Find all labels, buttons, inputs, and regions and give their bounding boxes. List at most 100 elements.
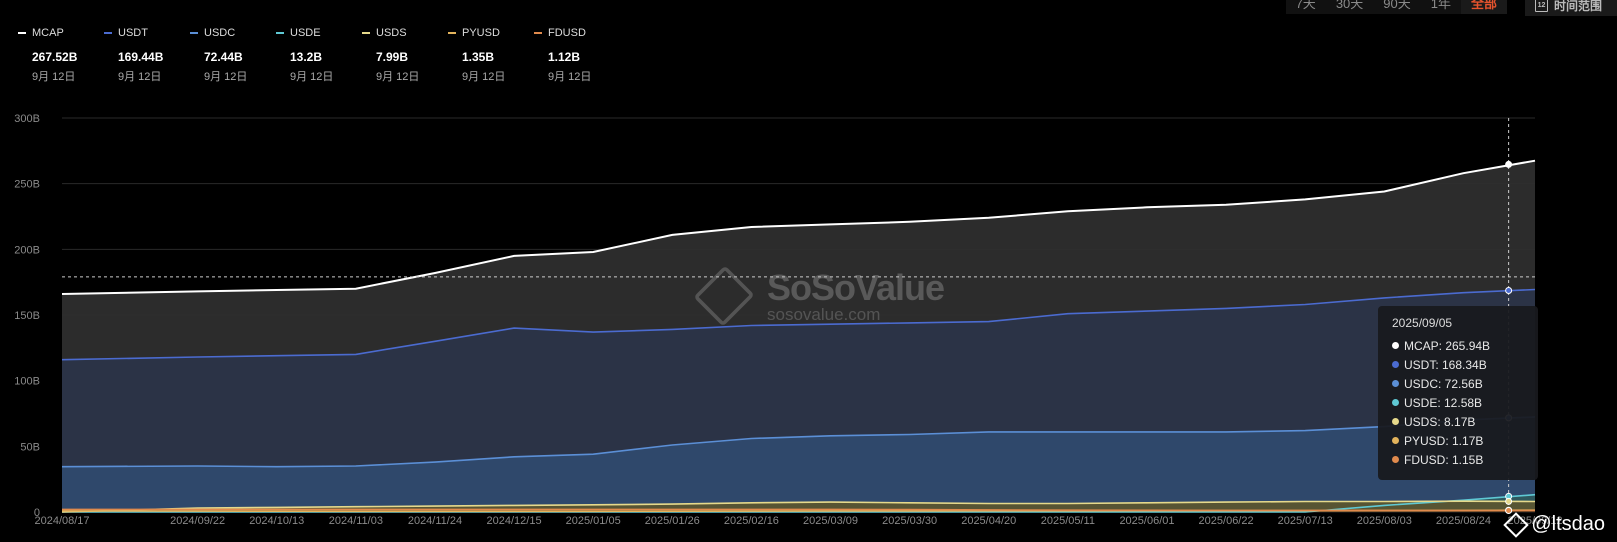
x-tick-label: 2025/07/13 — [1278, 515, 1333, 527]
credit: @ltsdao — [1503, 511, 1605, 538]
range-button-0[interactable]: 7天 — [1285, 0, 1326, 14]
y-tick-label: 150B — [14, 310, 40, 322]
tooltip-label: MCAP: 265.94B — [1404, 338, 1491, 353]
x-tick-label: 2025/06/22 — [1199, 515, 1254, 527]
y-tick-label: 300B — [14, 113, 40, 125]
line-usdt — [61, 288, 1536, 361]
legend-date: 9月 12日 — [376, 71, 420, 83]
legend-item-usdt[interactable]: USDT 169.44B 9月 12日 — [104, 26, 190, 84]
x-tick-label: 2025/03/09 — [803, 515, 858, 527]
tooltip-dot — [1392, 361, 1399, 368]
legend-swatch — [362, 32, 370, 34]
tooltip-dot — [1392, 418, 1399, 425]
tooltip-date: 2025/09/05 — [1392, 316, 1453, 330]
x-tick-label: 2025/03/30 — [882, 515, 937, 527]
line-usds — [61, 500, 1536, 513]
legend-value: 72.44B — [204, 50, 243, 64]
tooltip-row: MCAP: 265.94B — [1392, 336, 1524, 355]
range-button-1[interactable]: 30天 — [1325, 0, 1374, 14]
legend-name: FDUSD — [548, 27, 586, 39]
line-usdc — [61, 416, 1536, 468]
y-tick-label: 50B — [20, 441, 40, 453]
legend-date: 9月 12日 — [118, 71, 162, 83]
legend-date: 9月 12日 — [290, 71, 334, 83]
tooltip-dot — [1392, 342, 1399, 349]
range-button-2[interactable]: 90天 — [1373, 0, 1421, 14]
legend-date: 9月 12日 — [204, 71, 248, 83]
tooltip-label: USDC: 72.56B — [1404, 376, 1483, 391]
tooltip-label: USDT: 168.34B — [1404, 357, 1487, 372]
legend-swatch — [18, 32, 26, 34]
tooltip-label: USDE: 12.58B — [1404, 395, 1483, 410]
time-range-button[interactable]: 12 时间范围 — [1525, 0, 1617, 16]
binance-square-icon — [1503, 511, 1530, 538]
x-tick-label: 2025/08/03 — [1357, 515, 1412, 527]
legend-item-pyusd[interactable]: PYUSD 1.35B 9月 12日 — [448, 26, 534, 84]
range-button-3[interactable]: 1年 — [1420, 0, 1461, 14]
y-tick-label: 250B — [14, 179, 40, 191]
legend-item-fdusd[interactable]: FDUSD 1.12B 9月 12日 — [534, 26, 620, 84]
line-fdusd — [62, 508, 1535, 512]
legend-swatch — [104, 32, 112, 34]
x-tick-label: 2024/09/22 — [170, 515, 225, 527]
tooltip-dot — [1392, 437, 1399, 444]
legend-name: USDC — [204, 27, 236, 39]
tooltip-row: FDUSD: 1.15B — [1392, 450, 1524, 469]
legend-date: 9月 12日 — [32, 71, 76, 83]
x-tick-label: 2024/08/17 — [34, 515, 89, 527]
legend-swatch — [448, 32, 456, 34]
credit-text: @ltsdao — [1531, 513, 1605, 535]
legend-name: USDE — [290, 27, 321, 39]
x-tick-label: 2025/08/24 — [1436, 515, 1491, 527]
tooltip-dot — [1392, 380, 1399, 387]
x-tick-label: 2024/11/24 — [408, 515, 462, 527]
legend-swatch — [276, 32, 284, 34]
legend-value: 7.99B — [376, 50, 409, 64]
tooltip-row: USDE: 12.58B — [1392, 393, 1524, 412]
legend-item-mcap[interactable]: MCAP 267.52B 9月 12日 — [18, 26, 104, 84]
y-tick-label: 0 — [34, 507, 40, 519]
tooltip-label: PYUSD: 1.17B — [1404, 433, 1484, 448]
range-button-4[interactable]: 全部 — [1460, 0, 1507, 14]
legend-date: 9月 12日 — [548, 71, 592, 83]
range-selector: 7天 30天 90天 1年 全部 — [1285, 0, 1507, 14]
x-tick-label: 2024/10/13 — [249, 515, 304, 527]
calendar-icon: 12 — [1535, 0, 1548, 12]
chart-tooltip: 2025/09/05 MCAP: 265.94B USDT: 168.34B USD… — [1378, 306, 1538, 480]
tooltip-row: PYUSD: 1.17B — [1392, 431, 1524, 450]
y-tick-label: 100B — [14, 376, 40, 388]
legend-name: PYUSD — [462, 27, 500, 39]
legend-name: USDS — [376, 27, 407, 39]
legend-value: 1.12B — [548, 50, 581, 64]
x-tick-label: 2025/04/20 — [961, 515, 1016, 527]
x-tick-label: 2024/11/03 — [329, 515, 383, 527]
x-tick-label: 2025/09/12 — [1507, 515, 1562, 527]
x-tick-label: 2025/01/26 — [645, 515, 700, 527]
area-usdc — [62, 416, 1535, 512]
legend-value: 267.52B — [32, 50, 78, 64]
x-tick-label: 2025/06/01 — [1119, 515, 1174, 527]
x-tick-label: 2025/01/05 — [566, 515, 621, 527]
tooltip-label: USDS: 8.17B — [1404, 414, 1476, 429]
legend-name: USDT — [118, 27, 148, 39]
legend-item-usds[interactable]: USDS 7.99B 9月 12日 — [362, 26, 448, 84]
legend: MCAP 267.52B 9月 12日 USDT 169.44B 9月 12日 USDC 72… — [18, 26, 620, 84]
legend-value: 1.35B — [462, 50, 495, 64]
legend-value: 169.44B — [118, 50, 164, 64]
y-tick-label: 200B — [14, 244, 40, 256]
tooltip-dot — [1392, 456, 1399, 463]
legend-date: 9月 12日 — [462, 71, 506, 83]
legend-swatch — [534, 32, 542, 34]
hover-point-usdt — [1505, 286, 1513, 294]
hover-point-usds — [1505, 497, 1513, 505]
legend-item-usdc[interactable]: USDC 72.44B 9月 12日 — [190, 26, 276, 84]
legend-item-usde[interactable]: USDE 13.2B 9月 12日 — [276, 26, 362, 84]
legend-name: MCAP — [32, 27, 64, 39]
time-range-label: 时间范围 — [1554, 0, 1603, 13]
hover-point-fdusd — [1505, 507, 1513, 515]
hover-point-mcap — [1505, 160, 1513, 168]
tooltip-row: USDS: 8.17B — [1392, 412, 1524, 431]
legend-swatch — [190, 32, 198, 34]
tooltip-dot — [1392, 399, 1399, 406]
